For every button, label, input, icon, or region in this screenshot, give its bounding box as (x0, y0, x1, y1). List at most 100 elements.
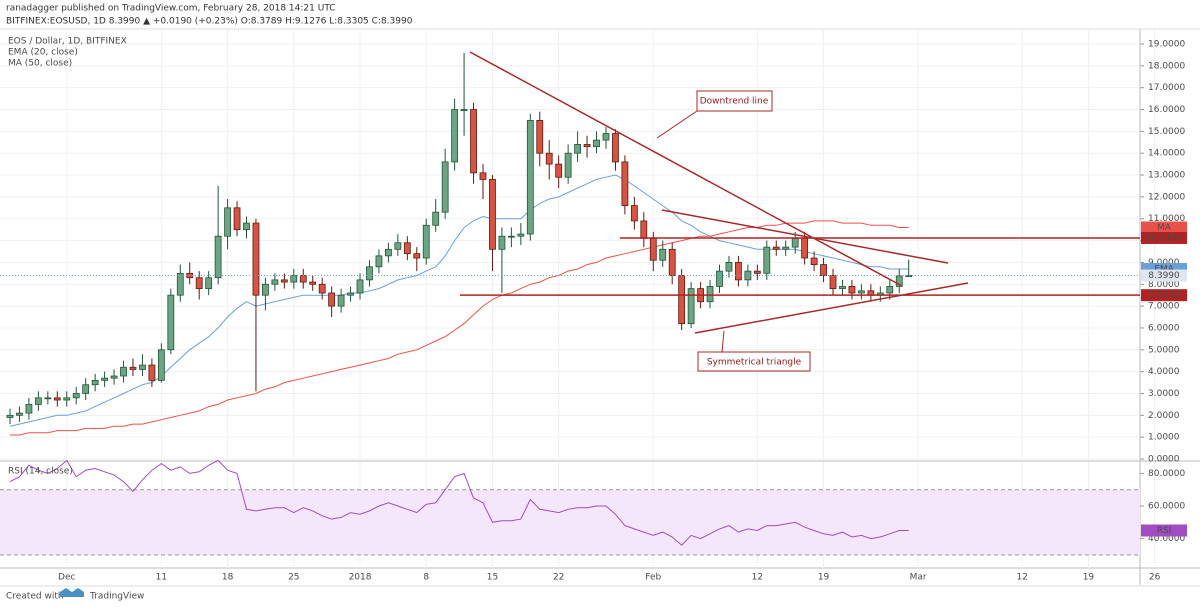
annotation: Downtrend line (700, 97, 769, 107)
candle-body (593, 139, 600, 148)
x-tick-label: 25 (288, 573, 299, 583)
candle-body (413, 253, 421, 259)
candle-body (195, 277, 203, 290)
candle-body (366, 266, 373, 281)
price-tag-label: RSI (1157, 526, 1172, 536)
y-tick-label: 15.0000 (1148, 127, 1185, 137)
candle-body (356, 279, 364, 294)
candle-body (44, 397, 52, 400)
candle-body (214, 235, 222, 279)
candle-body (678, 275, 686, 324)
candle-body (262, 283, 269, 296)
candle-body (460, 109, 468, 111)
candle-body (157, 349, 165, 381)
candle-body (820, 264, 827, 276)
y-tick-label: 17.0000 (1148, 83, 1185, 93)
candle-body (612, 133, 619, 163)
candle-body (706, 286, 714, 303)
y-tick-label: 2.0000 (1148, 411, 1180, 421)
candle-body (895, 275, 903, 287)
x-tick-label: 11 (156, 573, 167, 583)
candle-body (72, 393, 80, 399)
price-tag-label: 8.3990 (1148, 271, 1180, 281)
x-tick-label: Feb (645, 573, 661, 583)
candle-body (110, 375, 118, 379)
candle-body (801, 237, 809, 259)
candle-body (640, 220, 648, 239)
price-tag (1141, 269, 1187, 282)
x-tick-label: 8 (423, 573, 429, 583)
y-tick-label: 4.0000 (1148, 367, 1180, 377)
y-tick-label: 0.0000 (1148, 455, 1180, 465)
candle-body (489, 179, 496, 250)
y-tick-label: 16.0000 (1148, 105, 1185, 115)
price-tag-label: MA (1157, 223, 1172, 233)
candle-body (53, 397, 61, 401)
candle-body (659, 248, 667, 261)
y-tick-label: 18.0000 (1148, 61, 1185, 71)
candle-body (763, 246, 771, 274)
rsi-line (9, 459, 909, 546)
candle-body (224, 207, 231, 237)
candle-body (498, 235, 506, 250)
candle-body (668, 248, 676, 276)
legend-entry: MA (50, close) (8, 59, 72, 69)
candle-body (716, 270, 723, 287)
y-tick-label: 3.0000 (1148, 389, 1180, 399)
candle-body (422, 224, 430, 259)
candle-body (6, 414, 14, 418)
candle-body (233, 207, 241, 231)
price-tag-label: EMA (1154, 264, 1174, 274)
candle-body (16, 412, 23, 416)
candle-body (772, 246, 780, 250)
candle-body (451, 109, 459, 163)
candle-body (441, 161, 449, 213)
y-tick-label: 40.0000 (1148, 534, 1185, 544)
y-tick-label: 1.0000 (1148, 433, 1180, 443)
price-tag-label: 7.5000 (1148, 291, 1180, 301)
price-tag (1141, 289, 1187, 302)
candle-body (280, 279, 288, 283)
candle-body (176, 272, 184, 296)
candle-body (574, 144, 581, 154)
candle-body (328, 292, 336, 307)
symbol-line: BITFINEX:EOSUSD, 1D 8.3990 ▲ +0.0190 (+0… (6, 17, 413, 27)
candle-body (384, 248, 392, 257)
candle-body (555, 163, 563, 178)
candle-body (536, 120, 544, 154)
candle-body (243, 222, 250, 231)
candle-body (91, 379, 99, 386)
y-tick-label: 60.0000 (1148, 502, 1185, 512)
candle-body (848, 286, 856, 294)
rsi-title: RSI (14, close) (8, 467, 73, 477)
y-tick-label: 6.0000 (1148, 323, 1180, 333)
candle-body (517, 233, 525, 237)
y-tick-label: 13.0000 (1148, 171, 1185, 181)
candle-body (602, 133, 610, 141)
candle-body (148, 364, 156, 381)
y-tick-label: 8.0000 (1148, 280, 1180, 290)
candle-body (470, 109, 477, 174)
callout-box (696, 90, 773, 112)
candle-body (120, 366, 127, 377)
y-tick-label: 9.0000 (1148, 258, 1180, 268)
y-tick-label: 19.0000 (1148, 39, 1185, 49)
x-tick-label: Dec (58, 573, 75, 583)
candle-body (205, 277, 213, 290)
legend-entry: EMA (20, close) (8, 48, 78, 58)
logo (60, 588, 84, 597)
candle-body (290, 275, 298, 283)
y-tick-label: 7.0000 (1148, 302, 1180, 312)
candle-body (271, 279, 279, 285)
candle-body (735, 262, 742, 281)
candle-body (82, 384, 90, 394)
y-tick-label: 80.0000 (1148, 469, 1185, 479)
footer-text: Created with (6, 592, 64, 602)
y-tick-label: 12.0000 (1148, 192, 1185, 202)
y-tick-label: 14.0000 (1148, 149, 1185, 159)
candle-body (649, 237, 657, 261)
candle-body (526, 120, 534, 235)
candle-body (839, 286, 846, 290)
candle-body (858, 290, 865, 294)
